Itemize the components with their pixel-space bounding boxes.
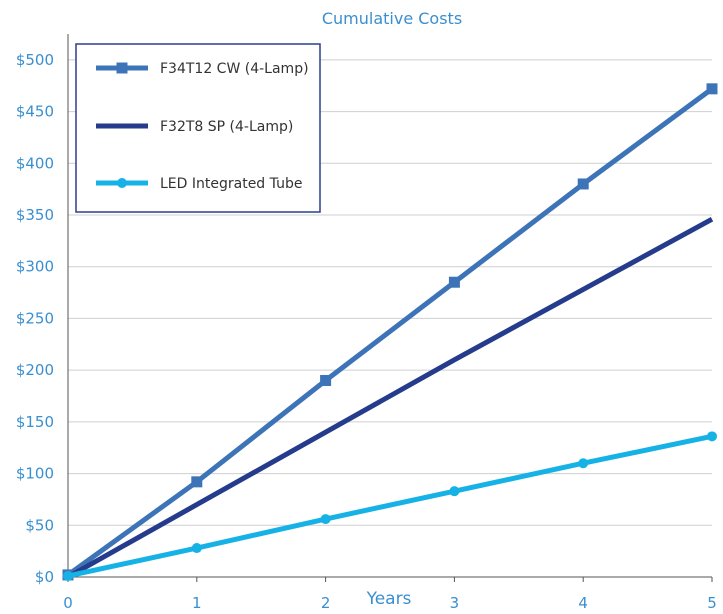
legend-marker-1 xyxy=(116,62,128,74)
y-tick-label: $450 xyxy=(16,103,54,121)
x-tick-label: 2 xyxy=(321,594,331,610)
data-point-1 xyxy=(191,476,203,488)
data-point-1 xyxy=(448,276,460,288)
data-point-3 xyxy=(320,514,331,525)
legend-marker-3 xyxy=(117,178,127,188)
x-tick-label: 3 xyxy=(450,594,460,610)
y-tick-label: $300 xyxy=(16,258,54,276)
series-layer xyxy=(62,83,718,581)
y-tick-label: $0 xyxy=(35,568,54,586)
grid-layer xyxy=(68,59,712,526)
y-tick-label: $350 xyxy=(16,206,54,224)
y-tick-label: $150 xyxy=(16,413,54,431)
data-point-3 xyxy=(191,543,202,554)
y-tick-label: $100 xyxy=(16,465,54,483)
y-tick-label: $500 xyxy=(16,51,54,69)
legend: F34T12 CW (4-Lamp) F32T8 SP (4-Lamp) LED I… xyxy=(75,43,321,213)
y-tick-label: $250 xyxy=(16,309,54,327)
data-point-3 xyxy=(578,458,589,469)
data-point-1 xyxy=(577,178,589,190)
data-point-3 xyxy=(707,431,717,442)
legend-label-1: F34T12 CW (4-Lamp) xyxy=(160,61,309,77)
y-tick-label: $200 xyxy=(16,361,54,379)
legend-label-2: F32T8 SP (4-Lamp) xyxy=(160,119,293,135)
series-line-1 xyxy=(66,86,714,577)
axis-layer: $0 $50 $100 $150 $200 $250 $300 $350 $400 $450 $50… xyxy=(16,34,717,612)
series-line-2 xyxy=(66,216,714,580)
y-tick-label: $400 xyxy=(16,154,54,172)
x-tick-label: 4 xyxy=(578,594,588,610)
data-point-1 xyxy=(706,83,718,95)
x-tick-label: 5 xyxy=(707,594,717,610)
data-point-1 xyxy=(320,374,332,386)
series-line-3 xyxy=(67,433,713,579)
chart-title: Cumulative Costs xyxy=(322,9,462,28)
x-axis-label: Years xyxy=(366,589,412,609)
data-point-3 xyxy=(449,486,460,497)
x-tick-label: 1 xyxy=(192,594,202,610)
data-point-3 xyxy=(63,570,73,581)
legend-label-3: LED Integrated Tube xyxy=(160,176,302,192)
y-tick-label: $50 xyxy=(25,516,54,534)
x-tick-label: 0 xyxy=(63,594,73,610)
